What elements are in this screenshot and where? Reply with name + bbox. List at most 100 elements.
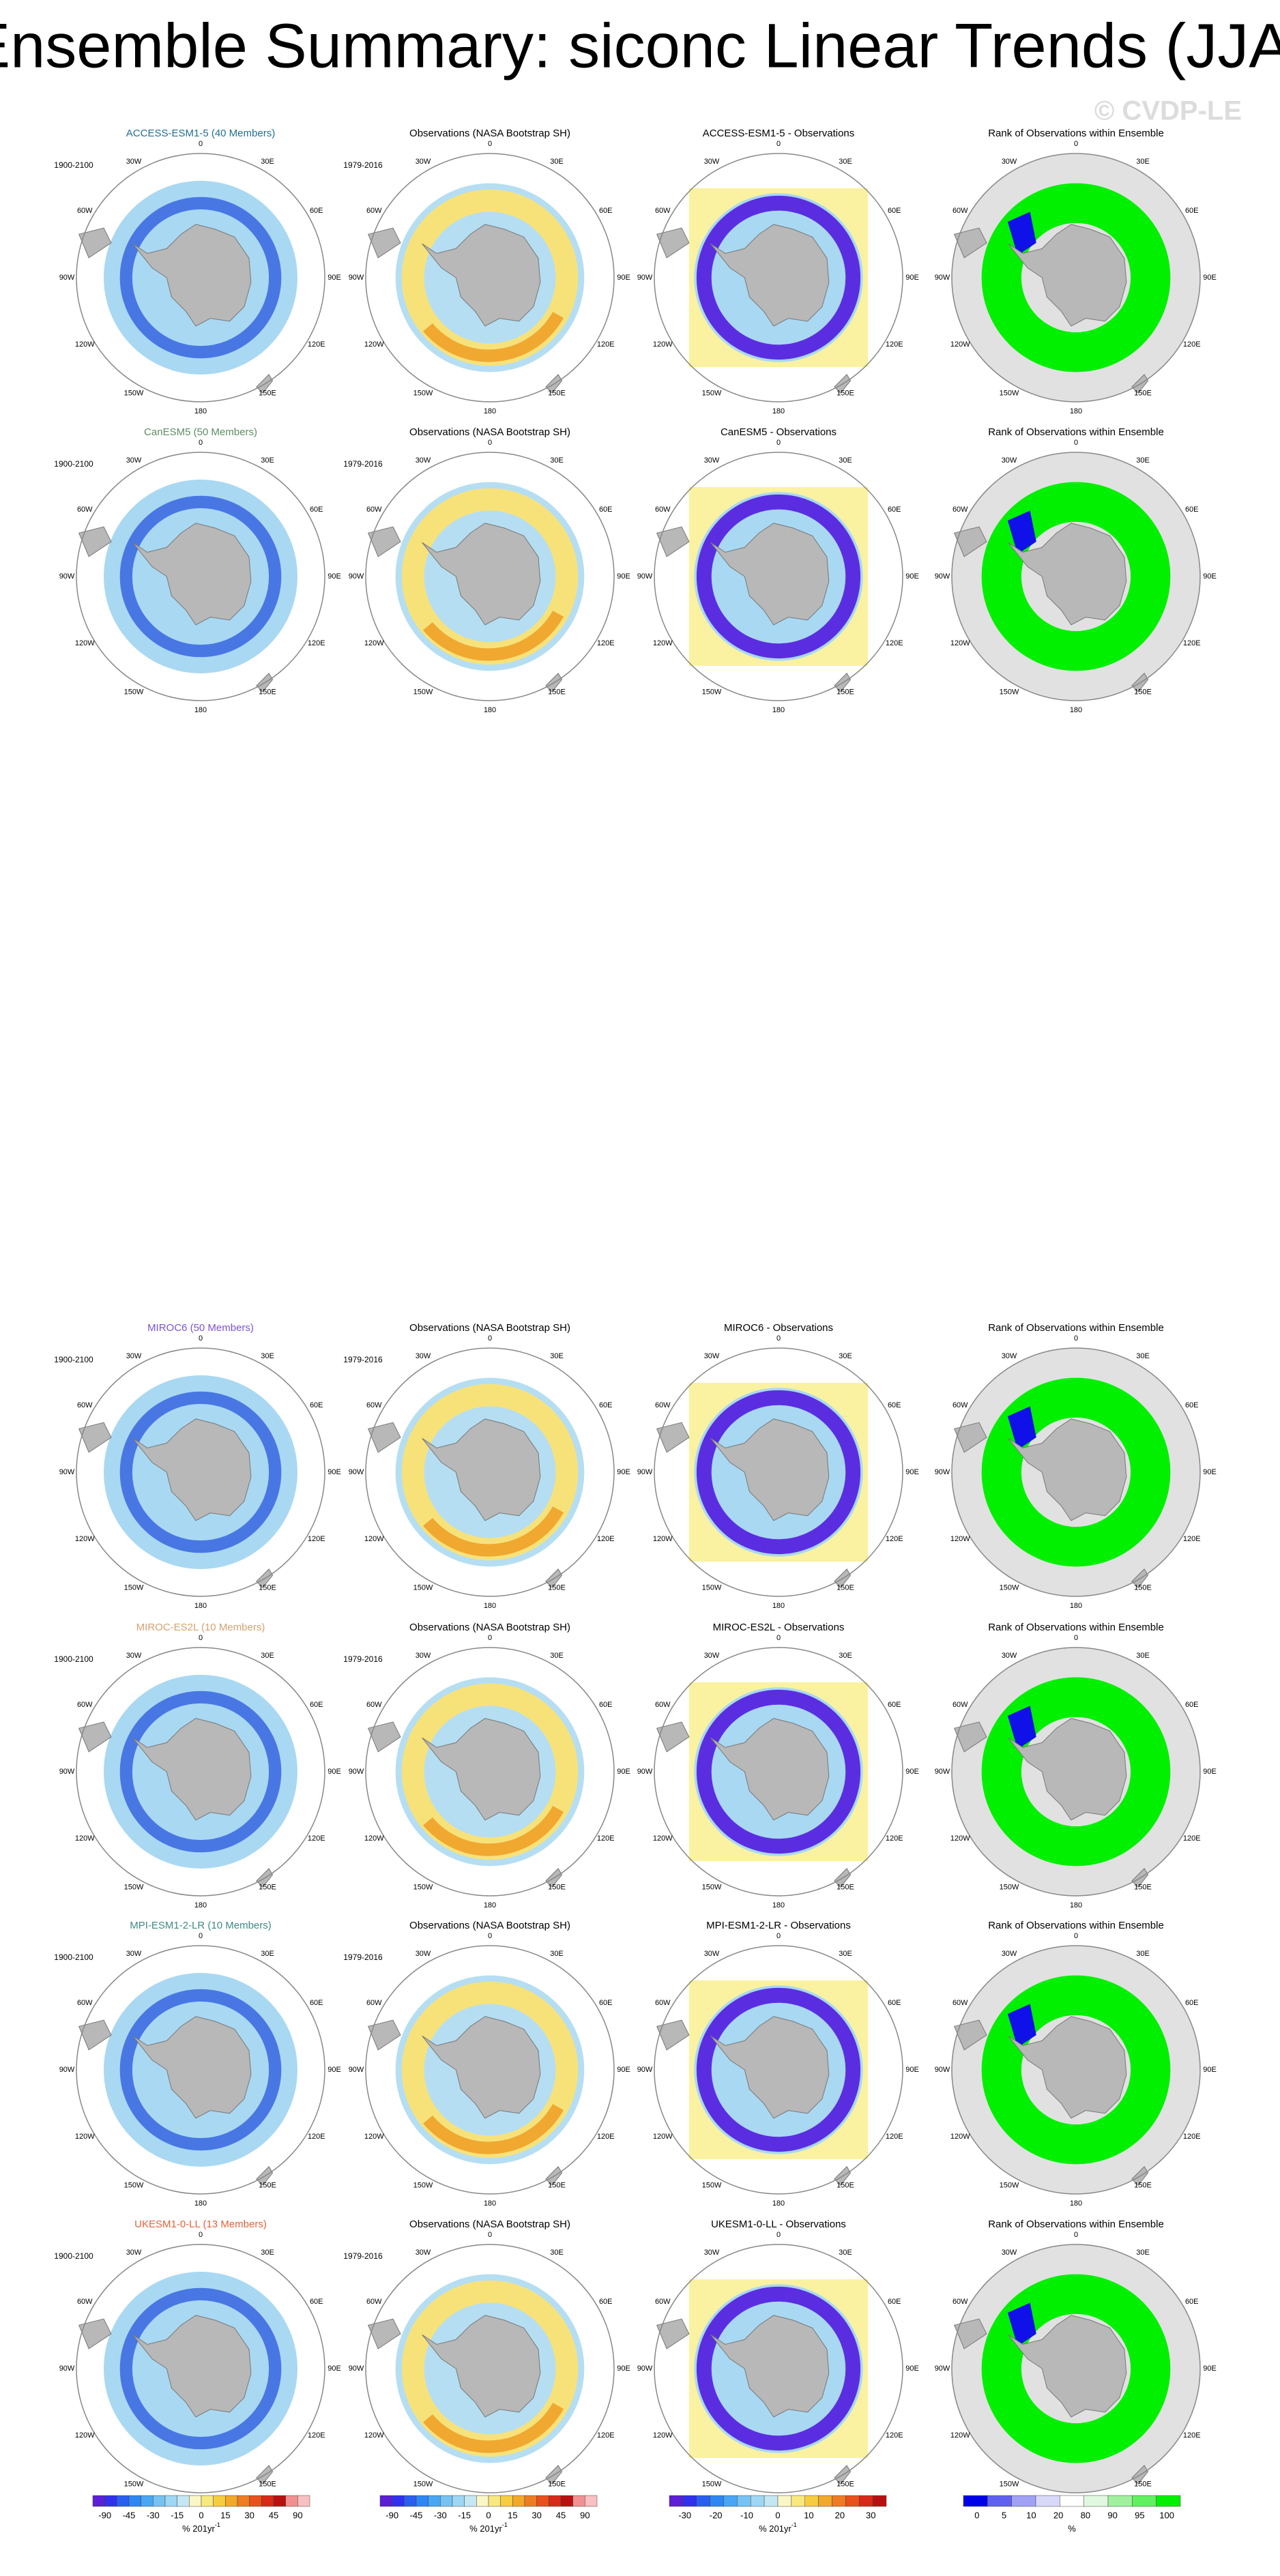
longitude-label: 60W	[366, 1999, 382, 2007]
colorbar-tick-label: 90	[1107, 2510, 1117, 2520]
ice-ring	[696, 2286, 861, 2451]
longitude-label: 120E	[597, 2133, 615, 2141]
longitude-label: 120W	[364, 2431, 384, 2440]
longitude-label: 150W	[1000, 390, 1019, 398]
colorbar-swatch	[92, 2495, 105, 2507]
colorbar-swatch	[225, 2495, 238, 2507]
ice-ring	[423, 1506, 564, 1557]
longitude-label: 150W	[1000, 2480, 1019, 2489]
colorbar-swatch	[464, 2495, 477, 2507]
longitude-label: 90E	[328, 1468, 341, 1476]
colorbar-swatch	[710, 2495, 724, 2507]
panel-title: Observations (NASA Bootstrap SH)	[409, 1322, 570, 1334]
period-label: 1900-2100	[54, 160, 93, 170]
longitude-label: 0	[776, 1634, 781, 1642]
longitude-label: 120W	[950, 1535, 970, 1543]
colorbar-swatch	[737, 2495, 751, 2507]
ice-ring	[696, 1390, 861, 1555]
colorbar-swatch	[524, 2495, 537, 2507]
map-panel: ACCESS-ESM1-5 (40 Members) 1900-2100 0 30E 6…	[54, 128, 340, 415]
longitude-label: 120W	[364, 2133, 384, 2141]
longitude-label: 180	[772, 706, 785, 714]
longitude-label: 90W	[935, 2365, 950, 2373]
longitude-label: 90E	[1203, 2066, 1217, 2074]
ice-ring	[119, 1391, 282, 1553]
longitude-label: 120W	[653, 2133, 673, 2141]
longitude-label: 180	[1070, 1602, 1082, 1610]
longitude-label: 30E	[550, 1352, 564, 1360]
longitude-label: 0	[776, 1932, 781, 1940]
colorbar-swatch	[987, 2495, 1012, 2507]
longitude-label: 90W	[935, 1768, 950, 1776]
ice-ring	[423, 2104, 564, 2154]
longitude-label: 150W	[124, 1584, 144, 1592]
longitude-label: 60E	[310, 2298, 323, 2306]
antarctica	[710, 1718, 830, 1821]
antarctica	[422, 2315, 541, 2418]
longitude-label: 0	[1074, 1634, 1078, 1642]
longitude-label: 120W	[364, 340, 384, 349]
longitude-label: 180	[772, 407, 785, 415]
colorbar-tick-label: 20	[1053, 2510, 1063, 2520]
colorbar-tick-label: 0	[199, 2510, 203, 2520]
map-border	[951, 1945, 1201, 2195]
longitude-label: 60E	[599, 1999, 613, 2007]
longitude-label: 90E	[905, 1468, 919, 1476]
map-border	[365, 452, 615, 701]
longitude-label: 150W	[1000, 1584, 1019, 1592]
longitude-label: 60W	[366, 506, 382, 514]
longitude-label: 180	[484, 1602, 496, 1610]
longitude-label: 30W	[1002, 1352, 1017, 1360]
longitude-label: 120E	[308, 340, 325, 349]
period-label: 1979-2016	[343, 459, 383, 469]
longitude-label: 150W	[413, 688, 433, 697]
longitude-label: 30W	[416, 1652, 431, 1660]
longitude-label: 30W	[704, 1652, 720, 1660]
unit-text: % 201yr	[469, 2523, 502, 2534]
longitude-label: 150E	[259, 1884, 276, 1892]
rank-ring	[981, 183, 1171, 372]
longitude-label: 180	[484, 1901, 496, 1909]
map-border	[654, 1945, 903, 2195]
antarctica	[1008, 1418, 1127, 1521]
longitude-label: 30W	[1002, 1652, 1017, 1660]
longitude-label: 90E	[1203, 274, 1217, 282]
longitude-label: 120E	[597, 1535, 615, 1543]
longitude-label: 60E	[599, 207, 613, 215]
ice-ring	[696, 1987, 861, 2152]
map-border	[76, 1347, 325, 1597]
longitude-label: 120W	[653, 340, 673, 349]
longitude-label: 60E	[310, 207, 323, 215]
rank-patch	[1007, 1706, 1036, 1750]
longitude-label: 30W	[1002, 158, 1017, 166]
colorbar-tick-label: 15	[508, 2510, 517, 2520]
longitude-label: 120E	[308, 639, 325, 647]
longitude-label: 60E	[888, 207, 901, 215]
colorbar-swatch	[572, 2495, 585, 2507]
longitude-label: 60E	[888, 506, 901, 514]
longitude-label: 150E	[837, 2182, 854, 2190]
south-america	[953, 526, 987, 557]
map-panel: UKESM1-0-LL (13 Members) 1900-2100 0 30E 60E…	[54, 2219, 340, 2506]
colorbar-swatch	[751, 2495, 765, 2507]
rank-ring	[981, 1377, 1171, 1567]
longitude-label: 90W	[59, 572, 75, 581]
map-border	[654, 2244, 903, 2493]
longitude-label: 60E	[599, 506, 613, 514]
longitude-label: 90E	[617, 2066, 630, 2074]
south-america	[367, 1721, 401, 1753]
longitude-label: 150W	[702, 688, 722, 697]
longitude-label: 150W	[413, 1884, 433, 1892]
period-label: 1900-2100	[54, 2251, 93, 2261]
south-america	[656, 526, 690, 557]
colorbar-swatch	[1156, 2495, 1181, 2507]
map-border	[654, 153, 903, 402]
longitude-label: 30E	[261, 158, 274, 166]
ice-ring	[119, 2287, 282, 2450]
longitude-label: 120E	[308, 2133, 325, 2141]
longitude-label: 150E	[548, 390, 566, 398]
map-border	[76, 1647, 325, 1897]
longitude-label: 90E	[328, 1768, 341, 1776]
